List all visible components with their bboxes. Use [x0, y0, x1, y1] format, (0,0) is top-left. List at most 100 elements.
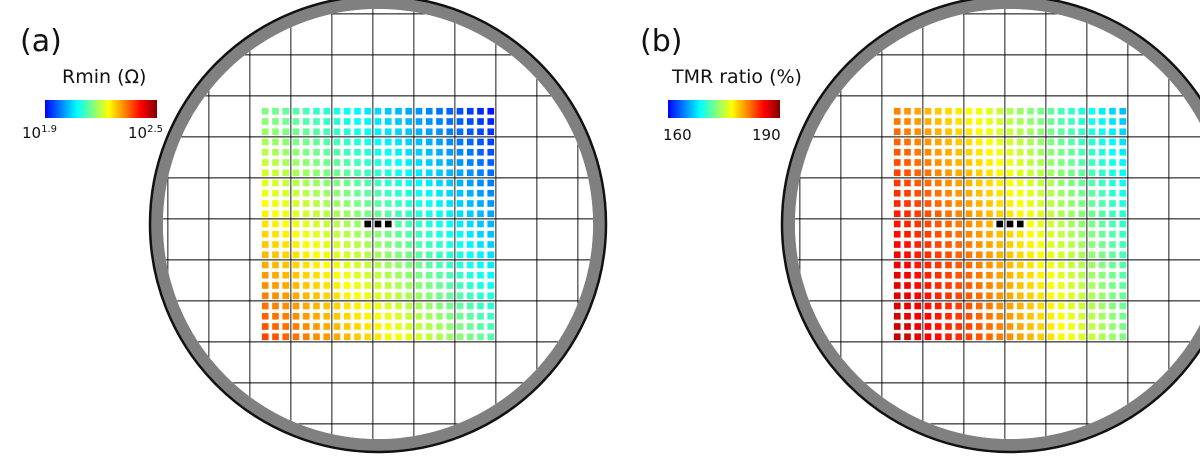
wafer-b-die	[1098, 282, 1106, 289]
wafer-b-die	[1037, 118, 1045, 125]
wafer-a-die	[292, 169, 300, 177]
wafer-b-die	[1006, 118, 1014, 125]
wafer-b-die	[1109, 200, 1116, 207]
wafer-b-die	[1119, 138, 1127, 146]
wafer-a-die	[436, 189, 443, 197]
wafer-b-die	[1088, 107, 1096, 115]
wafer-a-die	[261, 138, 269, 146]
wafer-b-die	[914, 251, 922, 259]
wafer-a-die	[313, 118, 320, 125]
wafer-b-die	[1047, 312, 1055, 320]
wafer-b-die	[914, 230, 922, 238]
wafer-a-die	[323, 169, 331, 177]
wafer-a-die	[302, 189, 310, 197]
wafer-a-die	[261, 118, 269, 125]
wafer-a-die	[292, 323, 300, 330]
wafer-a-die	[364, 169, 372, 177]
wafer-b-die	[1047, 333, 1055, 341]
wafer-a-die	[323, 251, 331, 259]
wafer-a-die	[272, 179, 279, 187]
wafer-b-die	[1088, 302, 1096, 310]
wafer-b-die	[945, 282, 952, 289]
wafer-b-die	[1109, 169, 1116, 177]
wafer-b-die	[1068, 169, 1075, 177]
wafer-b-die	[904, 302, 911, 310]
wafer-a-die	[323, 118, 331, 125]
wafer-a-die	[415, 312, 423, 320]
wafer-b-die	[924, 189, 932, 197]
wafer-a-die	[364, 241, 372, 248]
colorbar-b-title: TMR ratio (%)	[672, 66, 802, 88]
wafer-b-die	[1006, 323, 1014, 330]
wafer-a-die	[436, 261, 443, 269]
colorbar-a-min-label: 101.9	[22, 124, 57, 142]
wafer-b-die	[1078, 210, 1086, 218]
wafer-b-die	[904, 107, 911, 115]
wafer-a-die	[272, 189, 279, 197]
wafer-a-die	[343, 128, 351, 136]
wafer-b-die	[924, 118, 932, 125]
wafer-a-die	[456, 302, 464, 310]
wafer-a-die	[292, 302, 300, 310]
wafer-b-die	[975, 292, 983, 300]
wafer-b-die	[1047, 323, 1055, 330]
wafer-b-die	[1047, 241, 1055, 248]
wafer-b-die	[1078, 169, 1086, 177]
wafer-b-die	[955, 148, 963, 156]
wafer-b-die	[1098, 107, 1106, 115]
wafer-b-die	[1047, 210, 1055, 218]
wafer-a-die	[384, 261, 392, 269]
wafer-a-die	[354, 179, 361, 187]
wafer-a-die	[323, 292, 331, 300]
wafer-a-die	[313, 138, 320, 146]
wafer-b-die	[1016, 220, 1024, 228]
wafer-a-die	[292, 189, 300, 197]
wafer-a-die	[466, 261, 474, 269]
wafer-b-die	[945, 241, 952, 248]
wafer-b-die	[1098, 220, 1106, 228]
wafer-b-die	[975, 128, 983, 136]
wafer-a-die	[333, 271, 341, 279]
wafer-b-die	[1078, 220, 1086, 228]
wafer-a-die	[466, 220, 474, 228]
wafer-a-die	[384, 220, 392, 228]
wafer-a-die	[272, 333, 279, 341]
wafer-a-die	[425, 312, 433, 320]
wafer-b-die	[1098, 189, 1106, 197]
wafer-a-die	[395, 159, 402, 166]
wafer-a-die	[405, 282, 413, 289]
wafer-b-die	[1068, 179, 1075, 187]
wafer-a-die	[374, 241, 382, 248]
wafer-b-die	[934, 261, 942, 269]
wafer-b-die	[955, 230, 963, 238]
wafer-b-die	[955, 312, 963, 320]
wafer-b-die	[1109, 282, 1116, 289]
wafer-b-die	[1098, 292, 1106, 300]
wafer-a-die	[333, 230, 341, 238]
wafer-a-die	[343, 312, 351, 320]
wafer-a-die	[456, 138, 464, 146]
wafer-a-die	[436, 271, 443, 279]
wafer-b-die	[1006, 210, 1014, 218]
wafer-b-die	[965, 282, 973, 289]
wafer-b-die	[1078, 292, 1086, 300]
wafer-a-die	[313, 210, 320, 218]
wafer-a-die	[292, 220, 300, 228]
wafer-b-die	[1037, 241, 1045, 248]
wafer-b-die	[965, 241, 973, 248]
wafer-b-die	[934, 138, 942, 146]
wafer-a-die	[446, 302, 454, 310]
wafer-a-die	[487, 200, 495, 207]
wafer-a-die	[313, 282, 320, 289]
wafer-a-die	[354, 312, 361, 320]
wafer-b-die	[1068, 323, 1075, 330]
wafer-b-die	[1057, 189, 1065, 197]
wafer-a-die	[405, 302, 413, 310]
wafer-a-die	[272, 169, 279, 177]
wafer-a-die	[302, 179, 310, 187]
wafer-b-die	[975, 333, 983, 341]
wafer-b-die	[1088, 271, 1096, 279]
wafer-b-die	[1119, 107, 1127, 115]
wafer-b-die	[945, 312, 952, 320]
wafer-b-die	[1109, 292, 1116, 300]
